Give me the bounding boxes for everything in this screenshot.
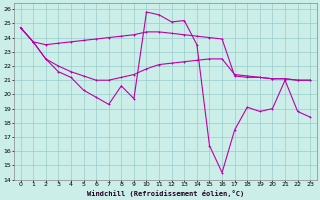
X-axis label: Windchill (Refroidissement éolien,°C): Windchill (Refroidissement éolien,°C)	[87, 190, 244, 197]
